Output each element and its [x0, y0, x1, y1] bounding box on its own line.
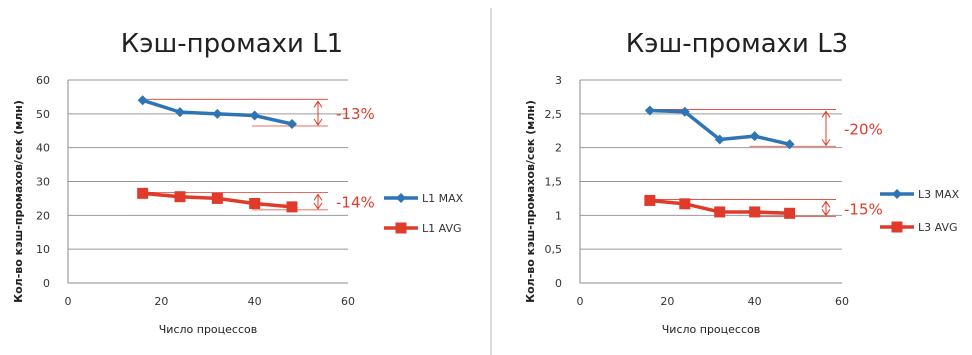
y-tick-label: 0,5 — [545, 243, 563, 256]
legend-label: L3 MAX — [918, 188, 960, 201]
data-point — [286, 201, 298, 213]
x-axis-title: Число процессов — [159, 323, 257, 336]
x-tick-label: 40 — [748, 295, 762, 308]
legend-label: L1 AVG — [422, 222, 462, 235]
data-point — [714, 134, 725, 145]
legend-marker — [395, 222, 407, 234]
bracket-arrowhead — [313, 118, 323, 126]
data-point — [212, 108, 223, 119]
y-tick-label: 0 — [43, 277, 50, 290]
decrease-label: -13% — [336, 105, 375, 123]
data-point — [249, 197, 261, 209]
data-point — [784, 139, 795, 150]
y-tick-label: 50 — [36, 108, 50, 121]
legend-marker — [396, 193, 406, 203]
data-point — [749, 131, 760, 142]
y-tick-label: 60 — [36, 74, 50, 87]
x-axis-title: Число процессов — [662, 323, 760, 336]
y-tick-label: 2,5 — [545, 108, 563, 121]
data-point — [137, 95, 148, 106]
y-tick-label: 30 — [36, 176, 50, 189]
bracket-arrowhead — [821, 200, 831, 208]
data-point — [644, 194, 656, 206]
x-tick-label: 0 — [577, 295, 584, 308]
data-point — [287, 118, 297, 129]
decrease-label: -14% — [336, 194, 375, 212]
x-tick-label: 60 — [835, 295, 849, 308]
bracket-arrowhead — [821, 110, 831, 118]
bracket-arrowhead — [821, 209, 831, 217]
legend-label: L3 AVG — [918, 221, 958, 234]
bracket-arrowhead — [313, 100, 323, 108]
bracket-arrowhead — [313, 202, 323, 210]
data-point — [137, 187, 149, 199]
chart-title: Кэш-промахи L1 — [121, 29, 343, 59]
data-point — [749, 206, 761, 218]
chart-title: Кэш-промахи L3 — [626, 29, 848, 59]
data-point — [644, 105, 655, 116]
data-point — [679, 198, 691, 210]
data-point — [211, 192, 223, 204]
y-tick-label: 0 — [555, 277, 562, 290]
data-point — [249, 110, 260, 121]
x-tick-label: 40 — [248, 295, 262, 308]
x-tick-label: 0 — [65, 295, 72, 308]
bracket-arrowhead — [821, 139, 831, 147]
x-tick-label: 20 — [154, 295, 168, 308]
data-point — [175, 107, 185, 118]
x-tick-label: 20 — [660, 295, 674, 308]
y-tick-label: 3 — [555, 74, 562, 87]
legend-marker — [891, 221, 903, 233]
y-tick-label: 2 — [555, 142, 562, 155]
decrease-label: -20% — [844, 120, 883, 138]
legend-label: L1 MAX — [422, 192, 464, 205]
y-tick-label: 1 — [555, 209, 562, 222]
y-axis-title: Кол-во кэш-промахов/сек (млн) — [12, 100, 25, 303]
data-point — [784, 207, 796, 219]
chart-1: Кэш-промахи L1 0 10 20 30 40 50 60 0 20 40 60 Число … — [12, 29, 464, 336]
data-point — [714, 206, 726, 218]
y-tick-label: 40 — [36, 142, 50, 155]
y-axis-title: Кол-во кэш-промахов/сек (млн) — [524, 100, 537, 303]
data-point — [679, 106, 690, 117]
y-tick-label: 10 — [36, 243, 50, 256]
y-tick-label: 1,5 — [545, 176, 563, 189]
bracket-arrowhead — [313, 193, 323, 201]
legend-marker — [892, 189, 902, 199]
y-tick-label: 20 — [36, 209, 50, 222]
data-point — [174, 191, 186, 203]
x-tick-label: 60 — [341, 295, 355, 308]
decrease-label: -15% — [844, 200, 883, 218]
chart-2: Кэш-промахи L3 0 0,5 1 1,5 2 2,5 3 0 20 40 60 Число … — [524, 29, 960, 336]
